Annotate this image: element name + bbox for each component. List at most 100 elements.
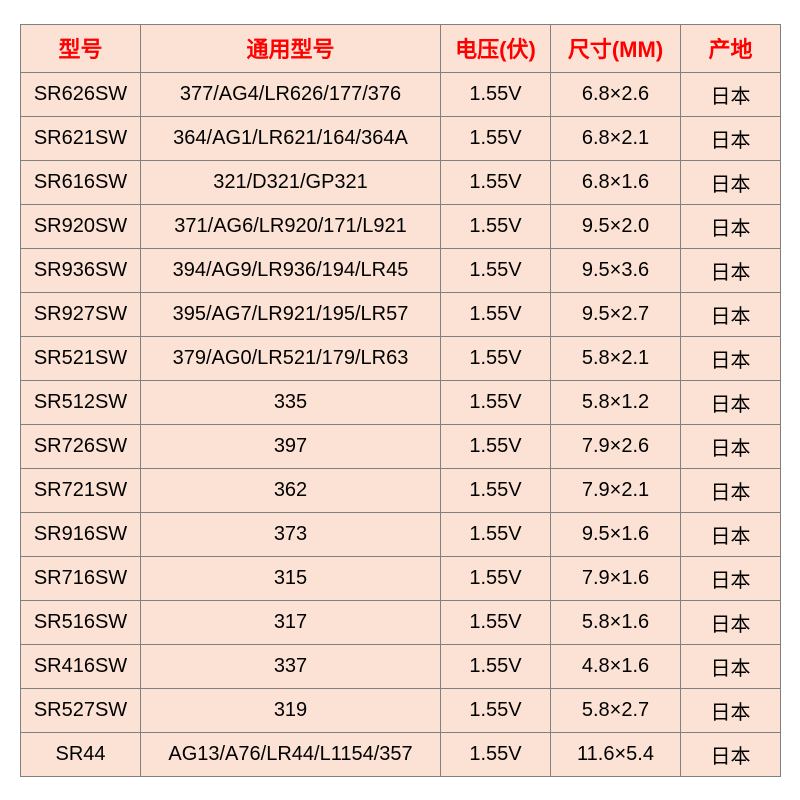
cell-model: SR621SW — [21, 116, 141, 160]
cell-origin: 日本 — [681, 72, 781, 116]
table-row: SR616SW321/D321/GP3211.55V6.8×1.6日本 — [21, 160, 781, 204]
cell-origin: 日本 — [681, 424, 781, 468]
cell-origin: 日本 — [681, 248, 781, 292]
cell-origin: 日本 — [681, 688, 781, 732]
cell-compat: 371/AG6/LR920/171/L921 — [141, 204, 441, 248]
table-row: SR516SW3171.55V5.8×1.6日本 — [21, 600, 781, 644]
cell-model: SR726SW — [21, 424, 141, 468]
cell-size: 6.8×1.6 — [551, 160, 681, 204]
table-body: SR626SW377/AG4/LR626/177/3761.55V6.8×2.6… — [21, 72, 781, 776]
cell-origin: 日本 — [681, 732, 781, 776]
cell-compat: AG13/A76/LR44/L1154/357 — [141, 732, 441, 776]
col-header-compat: 通用型号 — [141, 24, 441, 72]
cell-compat: 315 — [141, 556, 441, 600]
cell-compat: 373 — [141, 512, 441, 556]
cell-compat: 321/D321/GP321 — [141, 160, 441, 204]
col-header-model: 型号 — [21, 24, 141, 72]
cell-volt: 1.55V — [441, 336, 551, 380]
cell-size: 9.5×2.7 — [551, 292, 681, 336]
table-row: SR927SW395/AG7/LR921/195/LR571.55V9.5×2.… — [21, 292, 781, 336]
cell-model: SR44 — [21, 732, 141, 776]
table-row: SR621SW364/AG1/LR621/164/364A1.55V6.8×2.… — [21, 116, 781, 160]
cell-volt: 1.55V — [441, 204, 551, 248]
cell-origin: 日本 — [681, 116, 781, 160]
col-header-origin: 产地 — [681, 24, 781, 72]
cell-origin: 日本 — [681, 160, 781, 204]
cell-size: 5.8×1.2 — [551, 380, 681, 424]
table-row: SR416SW3371.55V4.8×1.6日本 — [21, 644, 781, 688]
cell-model: SR721SW — [21, 468, 141, 512]
cell-size: 11.6×5.4 — [551, 732, 681, 776]
col-header-volt: 电压(伏) — [441, 24, 551, 72]
table-header-row: 型号 通用型号 电压(伏) 尺寸(MM) 产地 — [21, 24, 781, 72]
cell-size: 9.5×3.6 — [551, 248, 681, 292]
table-row: SR44AG13/A76/LR44/L1154/3571.55V11.6×5.4… — [21, 732, 781, 776]
cell-origin: 日本 — [681, 556, 781, 600]
cell-origin: 日本 — [681, 512, 781, 556]
cell-volt: 1.55V — [441, 380, 551, 424]
col-header-size: 尺寸(MM) — [551, 24, 681, 72]
cell-model: SR927SW — [21, 292, 141, 336]
cell-volt: 1.55V — [441, 248, 551, 292]
cell-compat: 394/AG9/LR936/194/LR45 — [141, 248, 441, 292]
cell-origin: 日本 — [681, 468, 781, 512]
table-row: SR626SW377/AG4/LR626/177/3761.55V6.8×2.6… — [21, 72, 781, 116]
cell-size: 5.8×1.6 — [551, 600, 681, 644]
cell-volt: 1.55V — [441, 292, 551, 336]
cell-volt: 1.55V — [441, 424, 551, 468]
cell-size: 4.8×1.6 — [551, 644, 681, 688]
cell-model: SR521SW — [21, 336, 141, 380]
cell-volt: 1.55V — [441, 468, 551, 512]
cell-volt: 1.55V — [441, 600, 551, 644]
table-row: SR916SW3731.55V9.5×1.6日本 — [21, 512, 781, 556]
cell-model: SR416SW — [21, 644, 141, 688]
cell-size: 7.9×1.6 — [551, 556, 681, 600]
cell-model: SR516SW — [21, 600, 141, 644]
cell-size: 7.9×2.1 — [551, 468, 681, 512]
cell-model: SR716SW — [21, 556, 141, 600]
cell-size: 5.8×2.7 — [551, 688, 681, 732]
cell-compat: 337 — [141, 644, 441, 688]
table-row: SR512SW3351.55V5.8×1.2日本 — [21, 380, 781, 424]
cell-size: 6.8×2.6 — [551, 72, 681, 116]
battery-spec-table-container: 型号 通用型号 电压(伏) 尺寸(MM) 产地 SR626SW377/AG4/L… — [20, 24, 780, 777]
cell-model: SR916SW — [21, 512, 141, 556]
cell-compat: 335 — [141, 380, 441, 424]
cell-model: SR616SW — [21, 160, 141, 204]
cell-origin: 日本 — [681, 600, 781, 644]
cell-origin: 日本 — [681, 292, 781, 336]
cell-compat: 364/AG1/LR621/164/364A — [141, 116, 441, 160]
table-row: SR936SW394/AG9/LR936/194/LR451.55V9.5×3.… — [21, 248, 781, 292]
cell-origin: 日本 — [681, 336, 781, 380]
cell-size: 7.9×2.6 — [551, 424, 681, 468]
cell-volt: 1.55V — [441, 732, 551, 776]
table-row: SR726SW3971.55V7.9×2.6日本 — [21, 424, 781, 468]
table-row: SR527SW3191.55V5.8×2.7日本 — [21, 688, 781, 732]
table-row: SR920SW371/AG6/LR920/171/L9211.55V9.5×2.… — [21, 204, 781, 248]
cell-size: 5.8×2.1 — [551, 336, 681, 380]
cell-compat: 317 — [141, 600, 441, 644]
cell-volt: 1.55V — [441, 556, 551, 600]
cell-volt: 1.55V — [441, 116, 551, 160]
cell-origin: 日本 — [681, 380, 781, 424]
table-row: SR521SW379/AG0/LR521/179/LR631.55V5.8×2.… — [21, 336, 781, 380]
cell-compat: 362 — [141, 468, 441, 512]
cell-origin: 日本 — [681, 204, 781, 248]
cell-compat: 395/AG7/LR921/195/LR57 — [141, 292, 441, 336]
cell-model: SR512SW — [21, 380, 141, 424]
cell-volt: 1.55V — [441, 512, 551, 556]
cell-size: 6.8×2.1 — [551, 116, 681, 160]
cell-compat: 379/AG0/LR521/179/LR63 — [141, 336, 441, 380]
cell-model: SR527SW — [21, 688, 141, 732]
cell-volt: 1.55V — [441, 160, 551, 204]
table-row: SR721SW3621.55V7.9×2.1日本 — [21, 468, 781, 512]
cell-volt: 1.55V — [441, 644, 551, 688]
cell-model: SR920SW — [21, 204, 141, 248]
table-row: SR716SW3151.55V7.9×1.6日本 — [21, 556, 781, 600]
cell-compat: 319 — [141, 688, 441, 732]
cell-origin: 日本 — [681, 644, 781, 688]
cell-model: SR626SW — [21, 72, 141, 116]
cell-model: SR936SW — [21, 248, 141, 292]
cell-size: 9.5×2.0 — [551, 204, 681, 248]
cell-volt: 1.55V — [441, 72, 551, 116]
